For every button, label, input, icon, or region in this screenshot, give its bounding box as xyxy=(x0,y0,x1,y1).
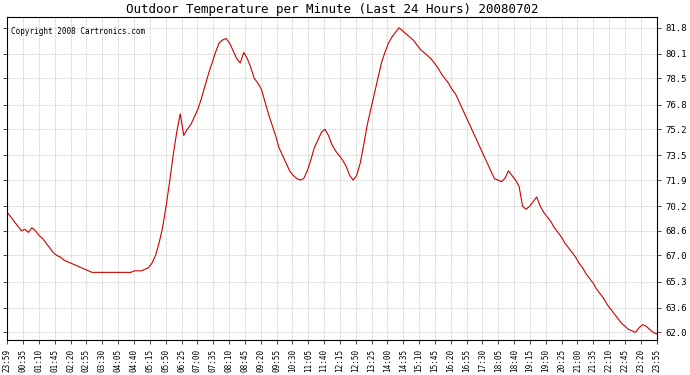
Title: Outdoor Temperature per Minute (Last 24 Hours) 20080702: Outdoor Temperature per Minute (Last 24 … xyxy=(126,3,538,16)
Text: Copyright 2008 Cartronics.com: Copyright 2008 Cartronics.com xyxy=(10,27,145,36)
